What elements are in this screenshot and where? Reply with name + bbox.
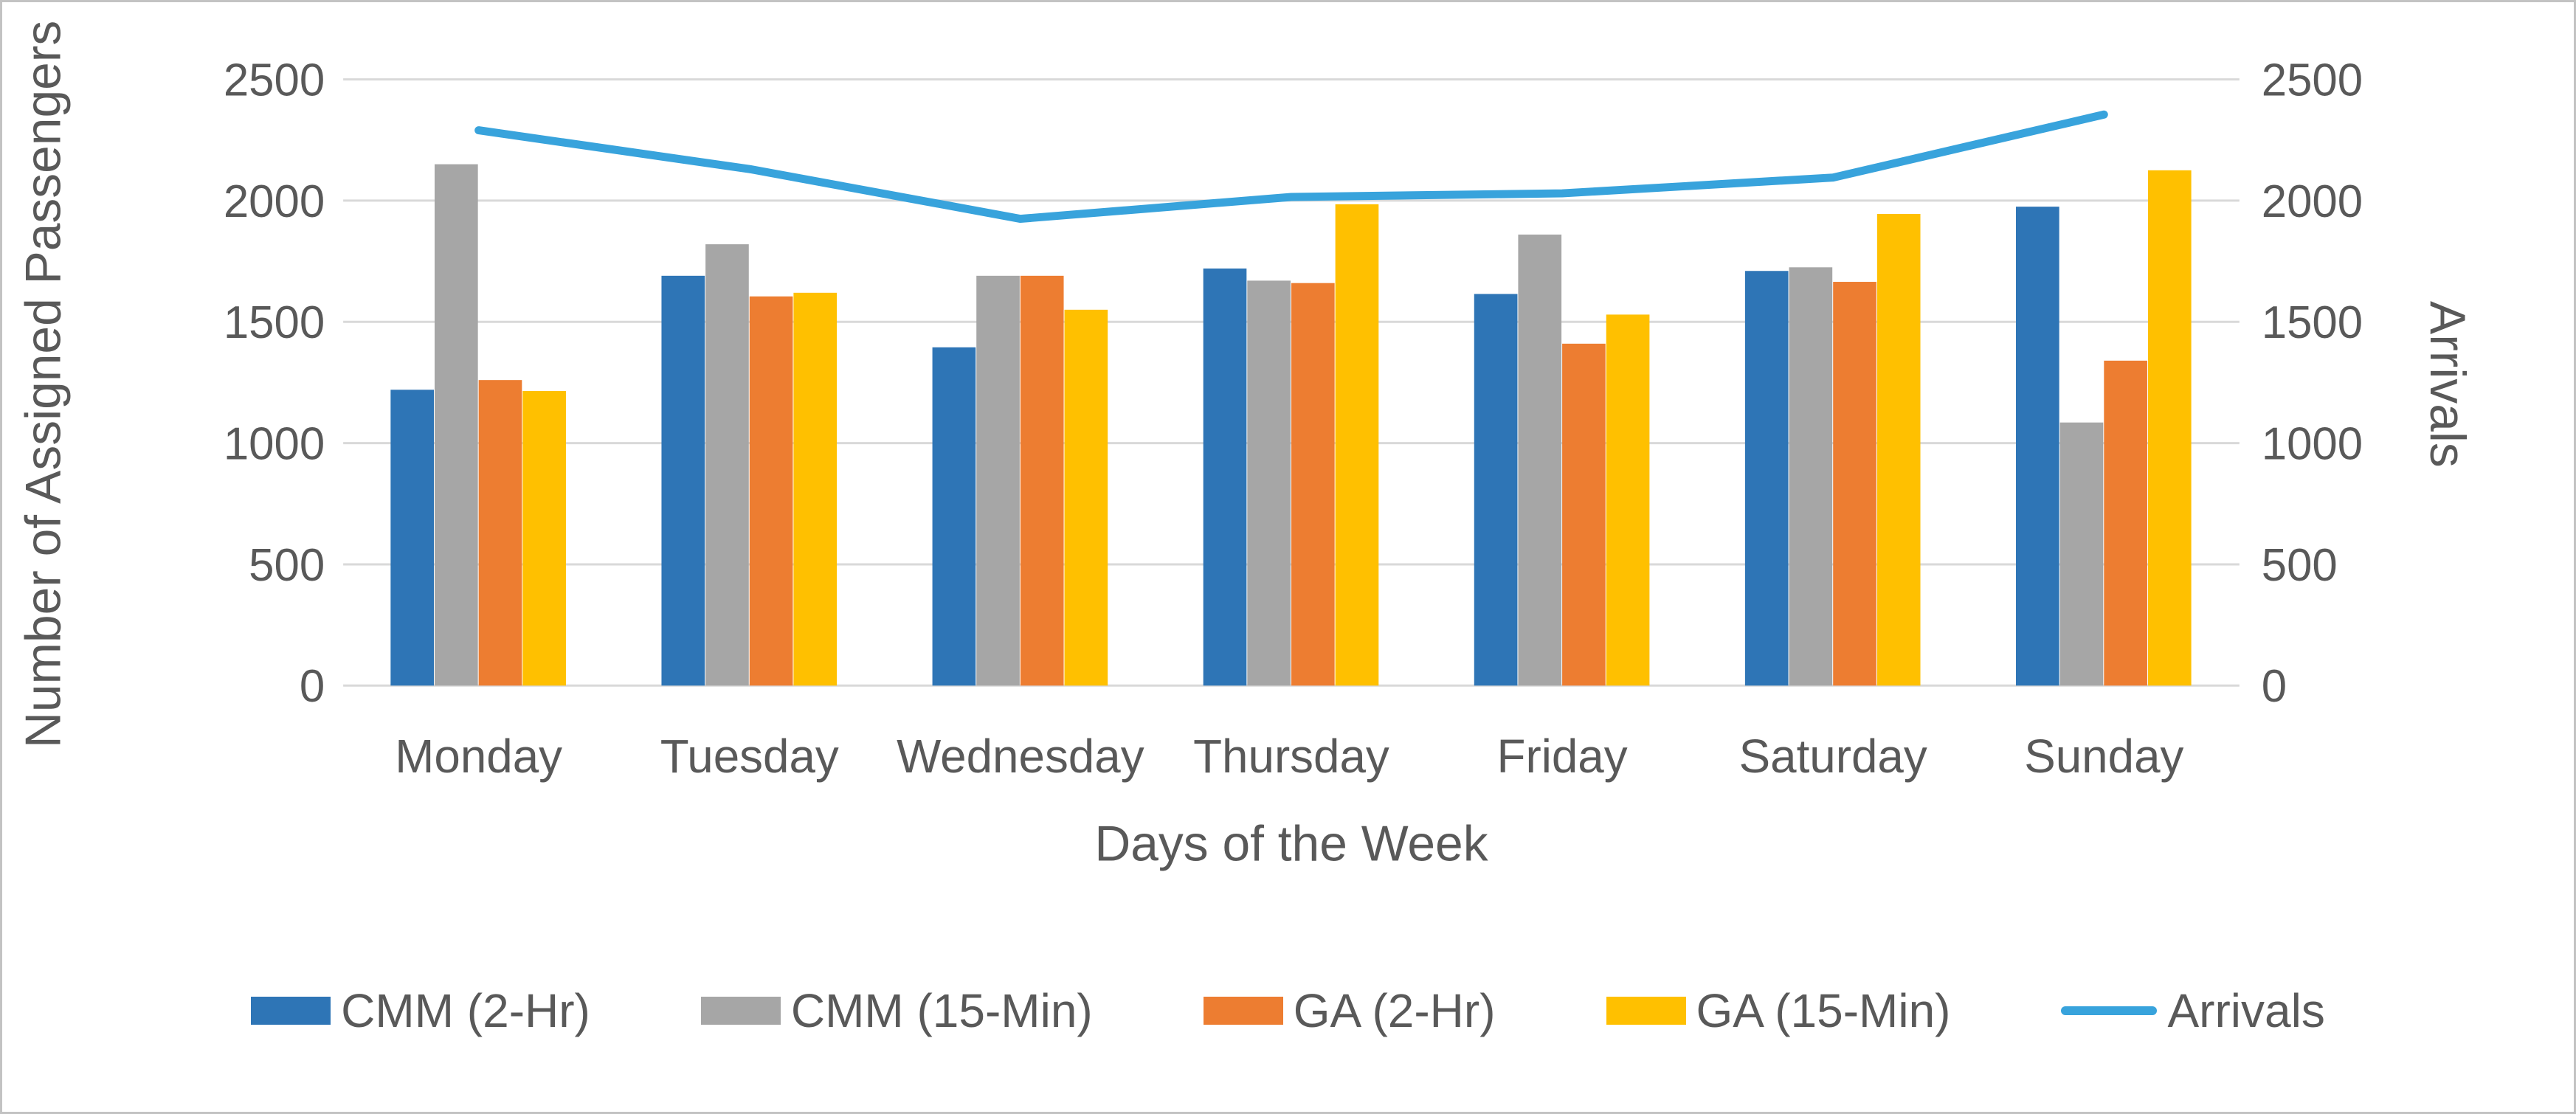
bar: [1833, 282, 1876, 686]
legend-item-ga-15min: GA (15-Min): [1606, 983, 1951, 1038]
category-label: Sunday: [2024, 730, 2183, 783]
bar: [1606, 314, 1650, 686]
bar: [661, 275, 705, 686]
bar: [793, 292, 838, 686]
right-axis-title: Arrivals: [2420, 301, 2475, 468]
left-tick-label: 0: [300, 661, 325, 712]
legend-item-cmm-15min: CMM (15-Min): [700, 983, 1093, 1038]
bar: [1203, 268, 1247, 686]
bar: [1789, 267, 1833, 686]
legend-item-arrivals: Arrivals: [2061, 983, 2325, 1038]
bar: [2015, 207, 2059, 686]
bar: [932, 347, 976, 686]
bar: [522, 390, 566, 686]
bar: [705, 244, 749, 686]
bar: [478, 380, 522, 686]
bar: [1335, 204, 1379, 686]
legend-item-ga-2hr: GA (2-Hr): [1203, 983, 1496, 1038]
left-tick-label: 1000: [224, 419, 325, 470]
bar: [1876, 214, 1921, 686]
category-label: Wednesday: [897, 730, 1144, 783]
bar: [2104, 360, 2147, 686]
right-axis-tick-labels: 0 500 1000 1500 2000 2500: [2262, 55, 2363, 712]
category-labels: Monday Tuesday Wednesday Thursday Friday Satu…: [395, 730, 2183, 783]
left-tick-label: 1500: [224, 297, 325, 348]
right-tick-label: 2000: [2262, 176, 2363, 227]
legend-label-arrivals: Arrivals: [2167, 984, 2325, 1037]
category-label: Thursday: [1193, 730, 1389, 783]
legend-swatch-cmm-15min: [700, 997, 781, 1025]
bar: [2059, 422, 2104, 686]
legend-swatch-cmm-2hr: [251, 997, 331, 1025]
right-tick-label: 500: [2262, 540, 2338, 591]
gridlines: [343, 78, 2240, 687]
left-tick-label: 2000: [224, 176, 325, 227]
bar: [1518, 234, 1562, 686]
legend-label-cmm-15min: CMM (15-Min): [790, 984, 1093, 1037]
arrivals-line: [474, 110, 2108, 224]
left-axis-title: Number of Assigned Passengers: [16, 21, 72, 748]
bar: [2147, 170, 2192, 686]
left-tick-label: 500: [249, 540, 325, 591]
right-tick-label: 0: [2262, 661, 2287, 712]
category-label: Tuesday: [660, 730, 839, 783]
category-label: Monday: [395, 730, 562, 783]
legend-label-ga-15min: GA (15-Min): [1696, 984, 1951, 1037]
bar: [976, 275, 1020, 686]
legend: CMM (2-Hr) CMM (15-Min) GA (2-Hr) GA (15…: [2, 983, 2574, 1038]
arrivals-line-layer: [474, 110, 2108, 224]
bar: [390, 390, 435, 686]
x-axis-title: Days of the Week: [1094, 816, 1488, 871]
legend-label-cmm-2hr: CMM (2-Hr): [341, 984, 590, 1037]
bar: [1064, 309, 1108, 686]
bar: [435, 164, 478, 686]
legend-swatch-ga-15min: [1606, 997, 1686, 1025]
bar: [1291, 283, 1335, 686]
right-tick-label: 1000: [2262, 419, 2363, 470]
bar: [1020, 275, 1064, 686]
bar: [1474, 294, 1518, 686]
bar: [1562, 343, 1606, 686]
legend-swatch-ga-2hr: [1203, 997, 1283, 1025]
right-tick-label: 1500: [2262, 297, 2363, 348]
bar-groups: [390, 164, 2192, 686]
left-tick-label: 2500: [224, 55, 325, 105]
bar: [749, 296, 793, 686]
legend-swatch-arrivals: [2061, 1006, 2158, 1015]
category-label: Saturday: [1739, 730, 1927, 783]
bar: [1744, 271, 1789, 686]
category-label: Friday: [1497, 730, 1628, 783]
legend-item-cmm-2hr: CMM (2-Hr): [251, 983, 590, 1038]
left-axis-tick-labels: 0 500 1000 1500 2000 2500: [224, 55, 325, 712]
bar: [1247, 280, 1291, 686]
legend-label-ga-2hr: GA (2-Hr): [1293, 984, 1496, 1037]
right-tick-label: 2500: [2262, 55, 2363, 105]
